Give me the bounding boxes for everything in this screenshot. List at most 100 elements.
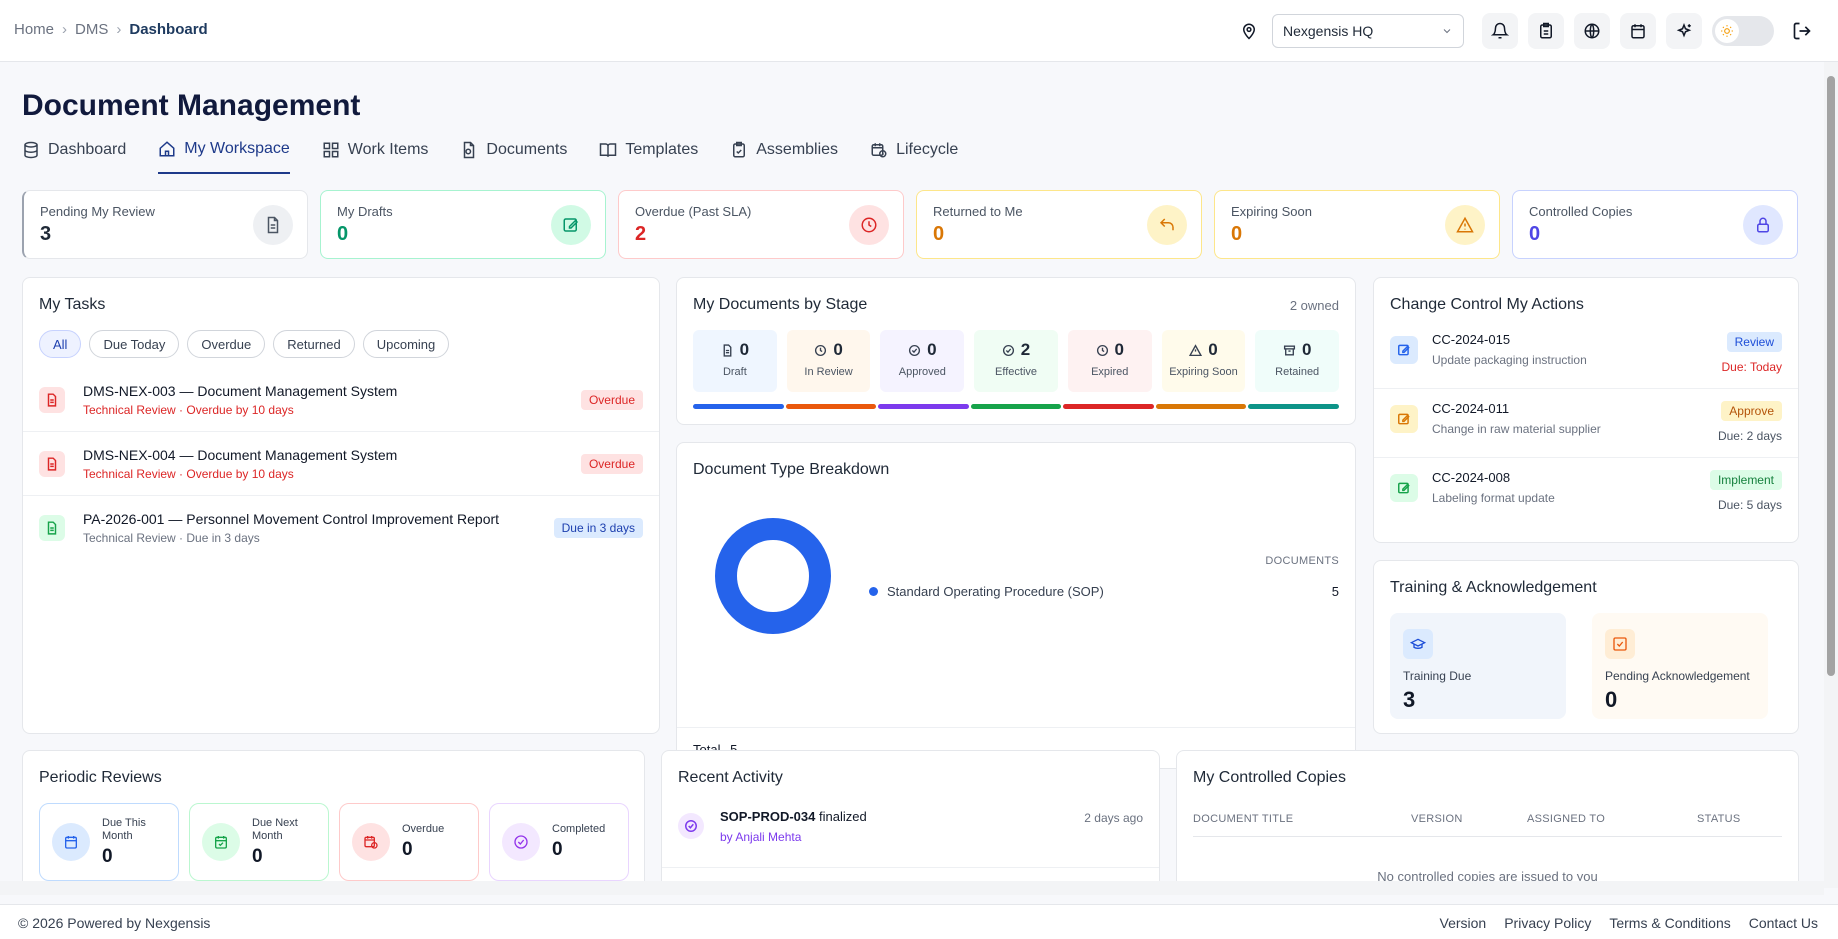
horizontal-scrollbar[interactable] <box>0 881 1824 895</box>
training-due-value: 3 <box>1403 687 1416 712</box>
donut-slice[interactable] <box>715 518 831 634</box>
task-item[interactable]: DMS-NEX-004 — Document Management System… <box>23 432 659 496</box>
document-icon <box>39 515 65 541</box>
overdue-box[interactable]: Overdue 0 <box>339 803 479 881</box>
filter-upcoming[interactable]: Upcoming <box>362 330 450 358</box>
tab-assemblies[interactable]: Assemblies <box>730 136 838 174</box>
tab-lifecycle[interactable]: Lifecycle <box>870 136 958 174</box>
recent-activity-card: Recent Activity SOP-PROD-034 finalized b… <box>661 750 1160 888</box>
footer-link-terms[interactable]: Terms & Conditions <box>1609 915 1731 931</box>
chevron-right-icon: › <box>116 21 122 38</box>
task-item[interactable]: DMS-NEX-003 — Document Management System… <box>23 368 659 432</box>
card-title: My Documents by Stage <box>693 296 868 313</box>
stage-draft[interactable]: 0 Draft <box>693 330 777 392</box>
breadcrumb: Home › DMS › Dashboard <box>14 21 208 38</box>
due-this-month-box[interactable]: Due This Month 0 <box>39 803 179 881</box>
stage-retained[interactable]: 0 Retained <box>1255 330 1340 392</box>
footer-link-version[interactable]: Version <box>1439 915 1487 931</box>
footer-link-contact[interactable]: Contact Us <box>1748 915 1818 931</box>
stage-approved[interactable]: 0 Approved <box>880 330 965 392</box>
task-item[interactable]: PA-2026-001 — Personnel Movement Control… <box>23 496 659 560</box>
document-icon <box>253 205 293 245</box>
stat-expiring[interactable]: Expiring Soon 0 <box>1214 190 1500 259</box>
tab-label: Documents <box>486 141 568 158</box>
activity-item[interactable]: SOP-PROD-034 finalized by Anjali Mehta 2… <box>678 809 1143 859</box>
tab-work-items[interactable]: Work Items <box>322 136 428 174</box>
stat-pending-review[interactable]: Pending My Review 3 <box>22 190 308 259</box>
action-badge: Implement <box>1709 470 1782 490</box>
task-title: DMS-NEX-004 — Document Management System <box>83 446 398 463</box>
cc-desc: Change in raw material supplier <box>1432 422 1601 436</box>
breadcrumb-dms[interactable]: DMS <box>75 21 109 38</box>
stage-value: 2 <box>1020 340 1031 359</box>
calendar-icon[interactable] <box>1620 13 1656 49</box>
due-next-month-box[interactable]: Due Next Month 0 <box>189 803 329 881</box>
stage-expiring-soon[interactable]: 0 Expiring Soon <box>1161 330 1246 392</box>
document-icon <box>39 450 65 477</box>
vertical-scrollbar[interactable] <box>1824 62 1838 888</box>
total-value: 5 <box>730 742 737 757</box>
due-text: Due: 2 days <box>1717 429 1782 443</box>
breadcrumb-home[interactable]: Home <box>14 21 55 38</box>
stage-effective[interactable]: 2 Effective <box>974 330 1058 392</box>
clock-icon <box>1096 344 1108 356</box>
check-circle-icon <box>909 344 921 356</box>
action-badge: Approve <box>1721 401 1782 421</box>
card-title: Training & Acknowledgement <box>1390 579 1597 596</box>
tab-dashboard[interactable]: Dashboard <box>22 136 126 174</box>
training-due-box[interactable]: Training Due 3 <box>1390 613 1566 719</box>
stat-controlled-copies[interactable]: Controlled Copies 0 <box>1512 190 1798 259</box>
location-select[interactable]: Nexgensis HQ <box>1272 14 1464 48</box>
calendar-clock-icon <box>870 141 888 159</box>
book-icon <box>599 141 617 159</box>
cc-id: CC-2024-008 <box>1432 470 1511 485</box>
table-header: DOCUMENT TITLE VERSION ASSIGNED TO STATU… <box>1193 803 1782 837</box>
clock-icon <box>815 344 827 356</box>
stat-my-drafts[interactable]: My Drafts 0 <box>320 190 606 259</box>
main-content: Document Management Dashboard My Workspa… <box>0 62 1824 888</box>
lock-icon <box>1743 205 1783 245</box>
stat-label: Controlled Copies <box>1529 204 1633 219</box>
completed-box[interactable]: Completed 0 <box>489 803 629 881</box>
action-badge: Review <box>1726 332 1782 352</box>
stage-value: 0 <box>739 340 750 359</box>
controlled-copies-card: My Controlled Copies DOCUMENT TITLE VERS… <box>1176 750 1799 888</box>
filter-returned[interactable]: Returned <box>273 330 355 358</box>
footer-link-privacy[interactable]: Privacy Policy <box>1504 915 1592 931</box>
scrollbar-thumb[interactable] <box>1827 76 1835 676</box>
stat-returned[interactable]: Returned to Me 0 <box>916 190 1202 259</box>
stage-row: 0 Draft 0 In Review 0 Approved 2 Effecti… <box>693 330 1340 392</box>
sparkles-icon[interactable] <box>1666 13 1702 49</box>
stage-label: Retained <box>1275 366 1320 378</box>
stage-expired[interactable]: 0 Expired <box>1067 330 1152 392</box>
stage-in-review[interactable]: 0 In Review <box>786 330 871 392</box>
box-value: 0 <box>402 839 413 860</box>
database-icon <box>22 141 40 159</box>
tab-documents[interactable]: Documents <box>460 136 567 174</box>
tab-templates[interactable]: Templates <box>599 136 698 174</box>
stat-overdue[interactable]: Overdue (Past SLA) 2 <box>618 190 904 259</box>
change-control-item[interactable]: CC-2024-015 Update packaging instruction… <box>1374 320 1798 389</box>
box-value: 0 <box>102 845 113 867</box>
chart-legend: Standard Operating Procedure (SOP) 5 <box>869 580 1339 602</box>
stat-value: 0 <box>933 223 945 245</box>
cc-desc: Update packaging instruction <box>1432 353 1587 367</box>
theme-toggle[interactable] <box>1712 16 1774 46</box>
filter-overdue[interactable]: Overdue <box>187 330 266 358</box>
logout-icon[interactable] <box>1784 13 1820 49</box>
stat-value: 0 <box>1231 223 1243 245</box>
filter-due-today[interactable]: Due Today <box>89 330 180 358</box>
tab-bar: Dashboard My Workspace Work Items Docume… <box>22 136 990 174</box>
clipboard-icon[interactable] <box>1528 13 1564 49</box>
bell-icon[interactable] <box>1482 13 1518 49</box>
change-control-item[interactable]: CC-2024-008 Labeling format update Imple… <box>1374 458 1798 527</box>
filter-all[interactable]: All <box>39 330 82 358</box>
tab-my-workspace[interactable]: My Workspace <box>158 136 290 174</box>
stage-label: Expired <box>1091 366 1129 378</box>
stage-value: 0 <box>1301 340 1312 359</box>
pending-ack-label: Pending Acknowledgement <box>1605 669 1750 683</box>
box-value: 0 <box>252 845 263 867</box>
change-control-item[interactable]: CC-2024-011 Change in raw material suppl… <box>1374 389 1798 458</box>
globe-icon[interactable] <box>1574 13 1610 49</box>
pending-ack-box[interactable]: Pending Acknowledgement 0 <box>1592 613 1768 719</box>
